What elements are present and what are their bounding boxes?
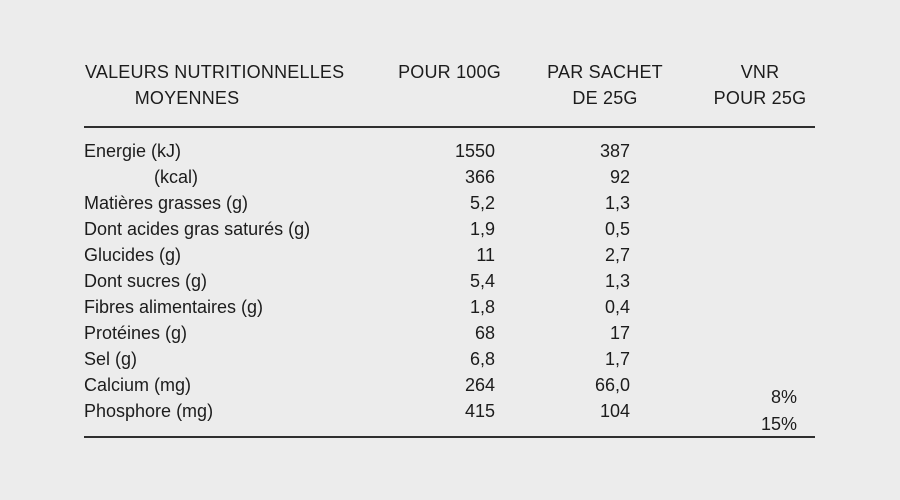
- value-per-sachet-25g: 104: [599, 401, 630, 421]
- nutrient-label: Sel (g): [84, 349, 138, 369]
- header-col-nutrients-line1: VALEURS NUTRITIONNELLES: [85, 62, 345, 82]
- value-per-100g: 366: [464, 167, 495, 187]
- nutrient-label: Dont acides gras saturés (g): [84, 219, 311, 239]
- header-col-nutrients: VALEURS NUTRITIONNELLES MOYENNES: [84, 59, 394, 111]
- table-row: Matières grasses (g) 5,2 1,3: [84, 190, 815, 216]
- nutrient-label: Protéines (g): [84, 323, 188, 343]
- header-col-per-sachet-line2: DE 25G: [572, 88, 638, 108]
- footer-rule: [84, 436, 815, 438]
- table-row: Fibres alimentaires (g) 1,8 0,4: [84, 294, 815, 320]
- nutrient-label: Phosphore (mg): [84, 401, 214, 421]
- table-row: Protéines (g) 68 17: [84, 320, 815, 346]
- value-per-sachet-25g: 0,4: [604, 297, 630, 317]
- value-per-100g: 5,4: [469, 271, 495, 291]
- value-per-sachet-25g: 1,3: [604, 193, 630, 213]
- table-row: Dont acides gras saturés (g) 1,9 0,5: [84, 216, 815, 242]
- value-per-100g: 5,2: [469, 193, 495, 213]
- vnr-values: 8% 15%: [598, 384, 797, 438]
- header-col-per-sachet: PAR SACHET DE 25G: [505, 59, 705, 111]
- nutrient-label: Fibres alimentaires (g): [84, 297, 264, 317]
- table-row: Dont sucres (g) 5,4 1,3: [84, 268, 815, 294]
- value-per-100g: 264: [464, 375, 495, 395]
- nutrient-label: Energie (kJ): [84, 141, 182, 161]
- header-col-vnr-line2: POUR 25G: [713, 88, 807, 108]
- nutrient-label: Glucides (g): [84, 245, 182, 265]
- header-col-per-sachet-line1: PAR SACHET: [547, 62, 663, 82]
- value-per-100g: 1550: [454, 141, 495, 161]
- value-per-100g: 1,8: [469, 297, 495, 317]
- table-body: Energie (kJ) 1550 387 (kcal) 366 92 Mati…: [84, 138, 815, 424]
- value-per-sachet-25g: 17: [609, 323, 630, 343]
- value-per-sachet-25g: 0,5: [604, 219, 630, 239]
- table-row: Sel (g) 6,8 1,7: [84, 346, 815, 372]
- nutrient-label: Matières grasses (g): [84, 193, 249, 213]
- value-per-100g: 6,8: [469, 349, 495, 369]
- nutrient-label: Dont sucres (g): [84, 271, 208, 291]
- vnr-value-phosphore: 15%: [760, 414, 797, 434]
- table-row: Glucides (g) 11 2,7: [84, 242, 815, 268]
- value-per-sachet-25g: 1,7: [604, 349, 630, 369]
- header-col-nutrients-line2: MOYENNES: [134, 88, 240, 108]
- table-row: (kcal) 366 92: [84, 164, 815, 190]
- header-rule: [84, 126, 815, 128]
- value-per-100g: 415: [464, 401, 495, 421]
- header-col-per-100g: POUR 100G: [398, 62, 501, 82]
- nutrient-label: (kcal): [154, 167, 198, 187]
- value-per-sachet-25g: 387: [599, 141, 630, 161]
- value-per-sachet-25g: 2,7: [604, 245, 630, 265]
- value-per-100g: 11: [476, 245, 495, 265]
- value-per-100g: 68: [474, 323, 495, 343]
- nutrient-label: Calcium (mg): [84, 375, 192, 395]
- table-row: Calcium (mg) 264 66,0: [84, 372, 815, 398]
- value-per-100g: 1,9: [469, 219, 495, 239]
- value-per-sachet-25g: 66,0: [594, 375, 630, 395]
- table-row: Phosphore (mg) 415 104: [84, 398, 815, 424]
- table-row: Energie (kJ) 1550 387: [84, 138, 815, 164]
- value-per-sachet-25g: 92: [609, 167, 630, 187]
- header-col-vnr-line1: VNR: [740, 62, 780, 82]
- header-col-vnr: VNR POUR 25G: [705, 59, 815, 111]
- vnr-value-calcium: 8%: [770, 387, 797, 407]
- table-header: VALEURS NUTRITIONNELLES MOYENNES POUR 10…: [84, 59, 815, 111]
- value-per-sachet-25g: 1,3: [604, 271, 630, 291]
